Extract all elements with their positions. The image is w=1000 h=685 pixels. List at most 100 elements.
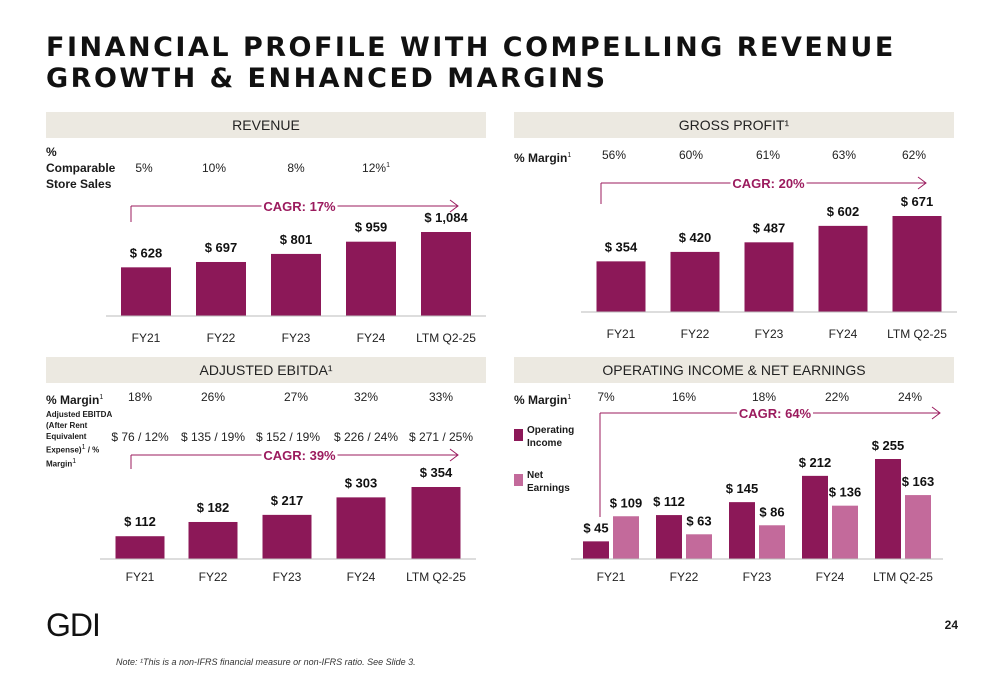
bar-operating-income bbox=[656, 515, 682, 559]
gross-profit-header: GROSS PROFIT¹ bbox=[514, 112, 954, 138]
comparable-store-sales-label: % Comparable Store Sales bbox=[46, 145, 116, 191]
bar-value-label: $ 303 bbox=[345, 475, 378, 490]
bar-operating-income bbox=[802, 475, 828, 559]
x-axis-tick-label: LTM Q2-25 bbox=[887, 327, 947, 341]
x-axis-tick-label: FY23 bbox=[743, 570, 772, 584]
gross-profit-panel: GROSS PROFIT¹ % Margin1 56% 60% 61% 63% … bbox=[514, 112, 957, 344]
ebitda-after-rent-label-line: Equivalent bbox=[46, 432, 87, 441]
bar-value-label: $ 212 bbox=[799, 455, 832, 470]
x-axis-tick-label: FY22 bbox=[199, 570, 228, 584]
operating-margin-label: % Margin1 bbox=[514, 390, 571, 408]
bar-value-label: $ 63 bbox=[686, 513, 711, 528]
comparable-store-sales-value-text: 8% bbox=[287, 161, 305, 175]
ebitda-after-rent-label-text: Margin bbox=[46, 459, 73, 469]
cagr-arrow-head bbox=[449, 199, 459, 213]
ebitda-after-rent-label-line: (After Rent bbox=[46, 421, 88, 430]
ebitda-margin-value: 27% bbox=[283, 390, 309, 404]
footnote-marker: 1 bbox=[567, 394, 572, 401]
revenue-header: REVENUE bbox=[46, 112, 486, 138]
legend-label-line: Income bbox=[527, 438, 563, 449]
legend-label-net-earnings: Net Earnings bbox=[527, 469, 570, 495]
footnote: Note: ¹This is a non-IFRS financial meas… bbox=[116, 657, 416, 667]
bar bbox=[744, 242, 794, 312]
cagr-arrow-head bbox=[917, 176, 927, 190]
x-axis-tick-label: FY21 bbox=[597, 570, 626, 584]
bar-net-earnings bbox=[759, 525, 785, 559]
bar-value-label: $ 217 bbox=[271, 493, 304, 508]
bar-value-label: $ 420 bbox=[679, 230, 712, 245]
cagr-arrow-head bbox=[449, 448, 459, 462]
bar bbox=[262, 514, 312, 559]
ebitda-margin-value: 33% bbox=[428, 390, 454, 404]
footnote-marker: 1 bbox=[72, 457, 77, 465]
adjusted-ebitda-panel: ADJUSTED EBITDA¹ % Margin1 18% 26% 27% 3… bbox=[46, 357, 486, 589]
bar bbox=[818, 225, 868, 312]
x-axis-tick-label: LTM Q2-25 bbox=[406, 570, 466, 584]
bar-value-label: $ 86 bbox=[759, 504, 784, 519]
gross-margin-value: 60% bbox=[678, 148, 704, 162]
bar-operating-income bbox=[583, 541, 609, 559]
ebitda-margin-value: 18% bbox=[127, 390, 153, 404]
bar-net-earnings bbox=[832, 505, 858, 559]
bar-net-earnings bbox=[613, 516, 639, 559]
page-title-line1: FINANCIAL PROFILE WITH COMPELLING REVENU… bbox=[46, 32, 896, 63]
gross-margin-label-text: % Margin bbox=[514, 151, 568, 165]
bar-operating-income bbox=[729, 502, 755, 559]
x-axis-tick-label: LTM Q2-25 bbox=[873, 570, 933, 584]
bar bbox=[670, 251, 720, 312]
legend-label-operating-income: Operating Income bbox=[527, 424, 574, 450]
operating-income-chart: CAGR: 64% $ 45$ 109 $ 112$ 63 $ 145$ 86 $ 21… bbox=[571, 404, 943, 584]
bar-value-label: $ 45 bbox=[583, 520, 608, 535]
cagr-label-bg bbox=[261, 446, 338, 464]
ebitda-after-rent-label-line: Margin1 bbox=[46, 456, 116, 470]
x-axis-tick-label: FY23 bbox=[282, 331, 311, 345]
cagr-label: CAGR: 39% bbox=[263, 448, 336, 463]
bar-value-label: $ 145 bbox=[726, 481, 759, 496]
operating-margin-value: 16% bbox=[671, 390, 697, 404]
ebitda-after-rent-value: $ 271 / 25% bbox=[408, 430, 474, 444]
x-axis-tick-label: LTM Q2-25 bbox=[416, 331, 476, 345]
page-title: FINANCIAL PROFILE WITH COMPELLING REVENU… bbox=[46, 32, 896, 94]
bar bbox=[421, 232, 471, 316]
bar-value-label: $ 136 bbox=[829, 485, 862, 500]
cagr-arrow-head bbox=[931, 406, 941, 420]
gross-margin-value: 61% bbox=[755, 148, 781, 162]
gross-margin-label: % Margin1 bbox=[514, 148, 571, 166]
ebitda-after-rent-label-text: / % bbox=[85, 445, 100, 455]
operating-margin-value: 24% bbox=[897, 390, 923, 404]
cagr-label-bg bbox=[737, 404, 813, 422]
cagr-label: CAGR: 17% bbox=[263, 199, 336, 214]
bar-value-label: $ 112 bbox=[124, 514, 156, 529]
bar-value-label: $ 671 bbox=[901, 194, 934, 209]
ebitda-after-rent-label-text: Expense) bbox=[46, 445, 82, 455]
bar bbox=[115, 536, 165, 559]
ebitda-margin-label: % Margin1 bbox=[46, 390, 103, 408]
x-axis-tick-label: FY24 bbox=[357, 331, 386, 345]
x-axis-tick-label: FY23 bbox=[755, 327, 784, 341]
bar-value-label: $ 112 bbox=[653, 494, 685, 509]
comparable-store-sales-value-text: 12% bbox=[362, 161, 387, 175]
bar-value-label: $ 801 bbox=[280, 232, 313, 247]
ebitda-after-rent-value: $ 226 / 24% bbox=[333, 430, 399, 444]
bar-value-label: $ 182 bbox=[197, 500, 230, 515]
bar-value-label: $ 628 bbox=[130, 245, 163, 260]
bar-value-label: $ 487 bbox=[753, 220, 786, 235]
bar bbox=[188, 521, 238, 559]
cagr-label-bg bbox=[261, 197, 338, 215]
footnote-marker: 1 bbox=[99, 394, 104, 401]
comparable-store-sales-value: 12%1 bbox=[362, 161, 390, 175]
gdi-logo: GDI bbox=[46, 607, 101, 643]
bar bbox=[596, 261, 646, 312]
bar bbox=[196, 261, 246, 316]
bar bbox=[336, 497, 386, 559]
ebitda-after-rent-label: Adjusted EBITDA (After Rent Equivalent E… bbox=[46, 409, 116, 469]
bar-operating-income bbox=[875, 459, 901, 559]
x-axis-tick-label: FY24 bbox=[816, 570, 845, 584]
bar-value-label: $ 1,084 bbox=[424, 210, 468, 225]
bar bbox=[271, 253, 321, 316]
gross-margin-value: 56% bbox=[601, 148, 627, 162]
x-axis-tick-label: FY23 bbox=[273, 570, 302, 584]
legend-label-line: Operating bbox=[527, 425, 575, 436]
bar-net-earnings bbox=[686, 534, 712, 559]
ebitda-after-rent-label-line: Adjusted EBITDA bbox=[46, 410, 113, 419]
